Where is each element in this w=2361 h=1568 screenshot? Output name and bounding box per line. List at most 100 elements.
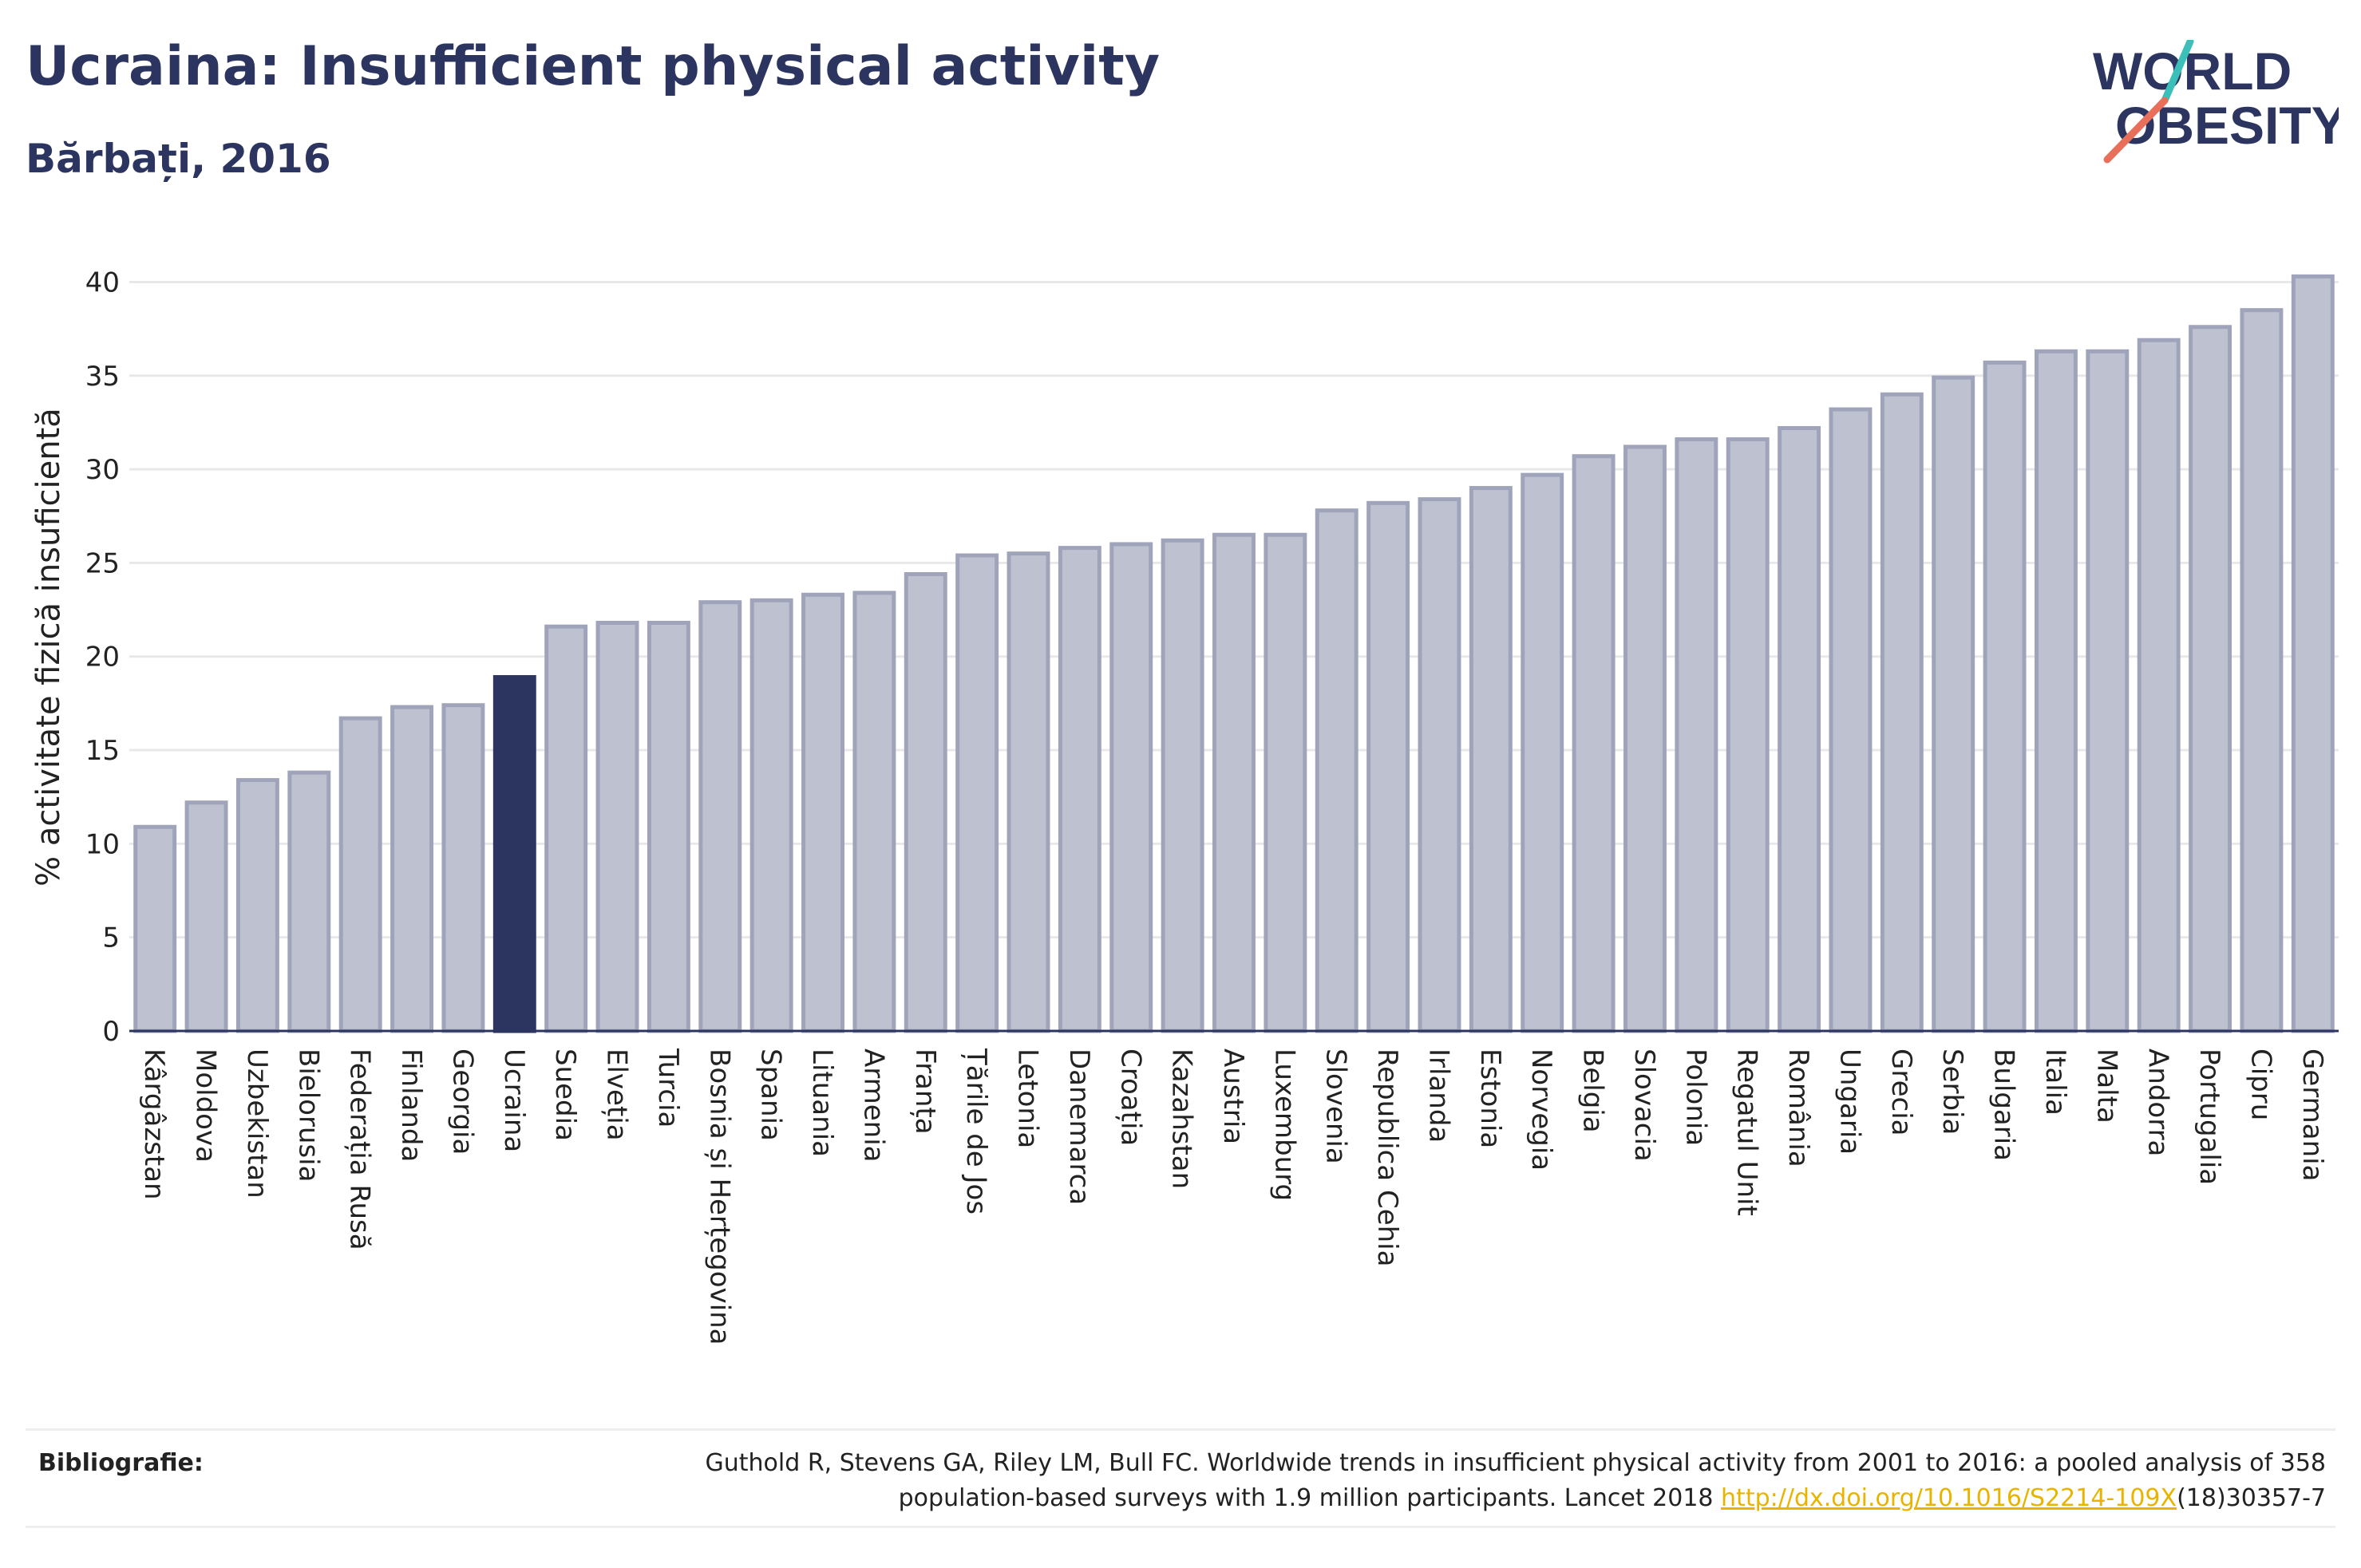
bar: [1315, 508, 1358, 1033]
bibliography-line-2: population-based surveys with 1.9 millio…: [898, 1484, 1722, 1512]
x-tick-label: Uzbekistan: [241, 1049, 273, 1199]
x-tick-label: Turcia: [652, 1048, 684, 1128]
bar: [1983, 360, 2027, 1033]
x-tick-label: Țările de Jos: [960, 1048, 992, 1215]
x-tick-label: Regatul Unit: [1731, 1049, 1763, 1216]
y-tick-label: 25: [85, 547, 120, 579]
x-tick-label: Republica Cehia: [1371, 1049, 1403, 1266]
bar: [1006, 551, 1050, 1033]
bar: [1521, 472, 1564, 1033]
x-tick-label: Finlanda: [395, 1049, 427, 1162]
bar: [698, 600, 742, 1033]
bar: [852, 590, 896, 1033]
bar: [647, 620, 690, 1033]
x-tick-label: Spania: [755, 1049, 787, 1141]
bar: [1778, 425, 1821, 1033]
bar: [133, 824, 177, 1033]
x-tick-label: Germania: [2296, 1049, 2328, 1181]
x-tick-label: Bosnia și Herțegovina: [703, 1049, 735, 1345]
x-tick-label: Slovenia: [1320, 1049, 1352, 1164]
bar: [338, 716, 382, 1033]
bar: [801, 592, 844, 1033]
logo-slash-teal: [2161, 40, 2194, 105]
bar: [1932, 375, 1975, 1033]
x-tick-label: Serbia: [1936, 1049, 1968, 1135]
y-tick-label: 5: [102, 922, 120, 954]
x-tick-label: Kârgâzstan: [138, 1049, 170, 1200]
x-tick-label: Croația: [1114, 1049, 1146, 1146]
y-tick-label: 40: [85, 267, 120, 298]
bar: [749, 598, 793, 1033]
chart-title: Ucraina: Insufficient physical activity: [26, 35, 1161, 98]
bar: [2240, 308, 2284, 1033]
bibliography-line-1: Guthold R, Stevens GA, Riley LM, Bull FC…: [705, 1449, 2326, 1477]
bar: [287, 770, 331, 1033]
x-tick-label: Bulgaria: [1988, 1049, 2020, 1161]
y-tick-label: 30: [85, 454, 120, 486]
bar: [390, 705, 434, 1033]
x-tick-label: Federația Rusă: [344, 1049, 376, 1250]
bar: [1058, 546, 1101, 1033]
bar: [2137, 338, 2181, 1033]
bar: [1264, 532, 1307, 1033]
bibliography-top-divider: [26, 1428, 2335, 1431]
x-tick-label: Franța: [909, 1049, 941, 1135]
bar: [2189, 325, 2232, 1033]
bar: [2291, 274, 2335, 1033]
x-tick-label: Irlanda: [1422, 1049, 1454, 1143]
logo-word-obesity: OBESITY: [2115, 96, 2339, 155]
bar: [1109, 542, 1153, 1033]
bar: [441, 703, 485, 1033]
bar: [1675, 437, 1718, 1033]
x-tick-label: Slovacia: [1628, 1049, 1660, 1162]
bar: [1829, 407, 1873, 1033]
x-tick-label: Letonia: [1012, 1049, 1044, 1148]
x-tick-label: Austria: [1217, 1049, 1249, 1144]
bar: [2034, 349, 2078, 1033]
bibliography-text: Guthold R, Stevens GA, Riley LM, Bull FC…: [490, 1446, 2326, 1516]
x-tick-label: Luxemburg: [1268, 1049, 1300, 1201]
x-tick-label: România: [1782, 1049, 1814, 1167]
bar: [1161, 538, 1204, 1033]
bar: [955, 553, 999, 1033]
logo-slash-coral: [2103, 97, 2169, 164]
x-tick-label: Lituania: [806, 1049, 838, 1157]
y-tick-label: 0: [102, 1016, 120, 1048]
bar: [595, 620, 639, 1033]
bar: [1418, 497, 1461, 1033]
bar: [492, 675, 536, 1033]
bar: [1366, 500, 1410, 1033]
x-tick-label: Norvegia: [1525, 1049, 1557, 1171]
bar: [1880, 392, 1924, 1033]
x-tick-label: Kazahstan: [1166, 1049, 1198, 1189]
y-tick-label: 20: [85, 642, 120, 673]
bibliography-bottom-divider: [26, 1526, 2335, 1528]
y-tick-label: 15: [85, 735, 120, 767]
bar: [184, 800, 228, 1033]
bar: [1212, 532, 1256, 1033]
logo-word-world: WORLD: [2093, 41, 2292, 101]
bar: [1726, 437, 1770, 1033]
x-tick-label: Moldova: [190, 1049, 222, 1163]
y-tick-label: 10: [85, 828, 120, 860]
x-tick-label: Grecia: [1885, 1049, 1917, 1136]
x-tick-label: Bielorusia: [292, 1049, 324, 1182]
x-tick-label: Estonia: [1474, 1049, 1506, 1148]
x-tick-label: Ungaria: [1833, 1049, 1865, 1155]
x-tick-label: Polonia: [1679, 1049, 1711, 1146]
x-tick-label: Andorra: [2142, 1049, 2174, 1156]
world-obesity-logo: WORLD OBESITY: [2093, 40, 2339, 164]
x-tick-label: Georgia: [446, 1049, 478, 1155]
x-tick-label: Malta: [2090, 1049, 2122, 1124]
bibliography-label: Bibliografie:: [38, 1449, 204, 1477]
bibliography-doi-link[interactable]: http://dx.doi.org/10.1016/S2214-109X: [1721, 1484, 2177, 1512]
x-tick-label: Danemarca: [1063, 1049, 1095, 1205]
x-tick-label: Italia: [2039, 1049, 2071, 1116]
y-tick-label: 35: [85, 361, 120, 393]
bar: [1572, 454, 1616, 1033]
bibliography-line-2-suffix: (18)30357-7: [2177, 1484, 2326, 1512]
x-tick-label: Ucraina: [498, 1049, 530, 1152]
bar: [544, 624, 588, 1033]
bar: [235, 778, 279, 1033]
x-tick-label: Suedia: [549, 1049, 581, 1141]
